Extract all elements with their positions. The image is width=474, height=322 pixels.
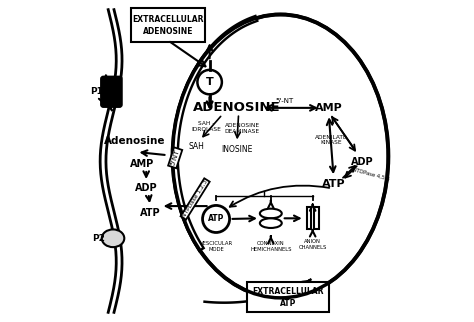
Text: ADP: ADP xyxy=(351,156,373,167)
Text: 5'-NT: 5'-NT xyxy=(275,99,294,104)
Text: ANION
CHANNELS: ANION CHANNELS xyxy=(299,239,327,250)
Ellipse shape xyxy=(102,229,124,247)
FancyBboxPatch shape xyxy=(307,207,311,229)
Text: ADENOSINE
DEAMINASE: ADENOSINE DEAMINASE xyxy=(225,123,260,134)
Text: AMP: AMP xyxy=(315,103,343,113)
Text: EXTRACELLULAR
ADENOSINE: EXTRACELLULAR ADENOSINE xyxy=(132,15,203,35)
Text: 5'NT: 5'NT xyxy=(170,149,181,166)
Text: ADENOSINE: ADENOSINE xyxy=(193,101,281,114)
Text: NTPDase 1,2,3: NTPDase 1,2,3 xyxy=(182,179,209,219)
Text: P2: P2 xyxy=(92,234,105,243)
Text: ATP: ATP xyxy=(140,207,160,218)
Circle shape xyxy=(202,205,229,232)
Text: ATP: ATP xyxy=(322,178,346,189)
Text: SAH: SAH xyxy=(189,142,205,151)
Text: CONNEXIN
HEMICHANNELS: CONNEXIN HEMICHANNELS xyxy=(250,241,292,252)
Text: NTDPase 4,5,6: NTDPase 4,5,6 xyxy=(352,166,391,181)
Text: ADENILATE
KINASE: ADENILATE KINASE xyxy=(315,135,347,146)
Ellipse shape xyxy=(260,209,282,218)
Ellipse shape xyxy=(173,14,388,298)
FancyBboxPatch shape xyxy=(131,8,205,42)
Text: P1: P1 xyxy=(91,87,103,96)
Text: AMP: AMP xyxy=(130,159,155,169)
Ellipse shape xyxy=(260,218,282,228)
Circle shape xyxy=(197,70,222,94)
Text: Adenosine: Adenosine xyxy=(104,136,165,146)
Text: VESCICULAR
MODE: VESCICULAR MODE xyxy=(200,241,233,252)
Text: ADP: ADP xyxy=(135,183,157,194)
FancyBboxPatch shape xyxy=(314,207,319,229)
Text: SAH -
IDROLASE: SAH - IDROLASE xyxy=(191,121,221,132)
Text: EXTRACELLULAR
ATP: EXTRACELLULAR ATP xyxy=(252,287,324,308)
FancyBboxPatch shape xyxy=(101,76,122,107)
Text: INOSINE: INOSINE xyxy=(221,145,253,154)
Text: ATP: ATP xyxy=(208,214,224,223)
Text: T: T xyxy=(206,77,213,87)
FancyBboxPatch shape xyxy=(246,282,329,312)
